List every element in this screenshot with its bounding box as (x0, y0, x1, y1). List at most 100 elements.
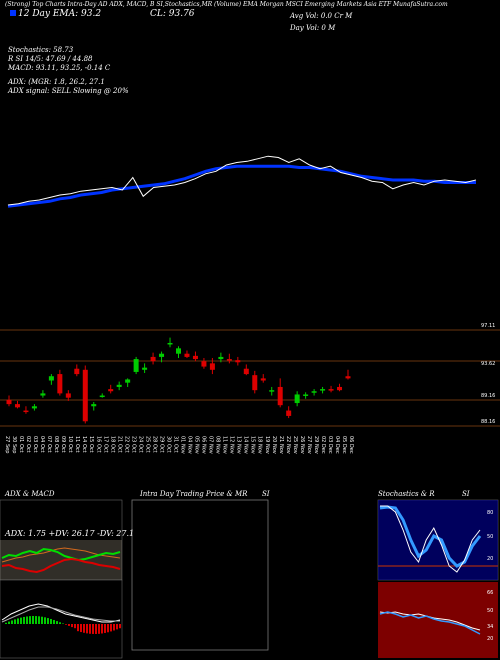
stoch-panel-title: Stochastics & R (378, 490, 435, 498)
candle-body (252, 375, 258, 391)
candle-body (40, 393, 46, 396)
candle-body (6, 399, 12, 405)
date-label: 27 Sep (4, 436, 10, 453)
macd-histogram-bar (68, 624, 70, 626)
date-label: 15 Oct (88, 436, 94, 453)
stoch-level-label: 80 (487, 510, 493, 516)
adx-panel-band (0, 540, 122, 580)
macd-histogram-bar (26, 616, 28, 624)
date-label: 13 Nov (236, 436, 242, 454)
date-label: 04 Oct (39, 436, 45, 453)
price-line (7, 155, 477, 206)
intraday-panel-title: Intra Day Trading Price & MR (140, 490, 248, 498)
macd-histogram-bar (5, 622, 7, 624)
date-label: 14 Nov (243, 436, 249, 454)
adx-panel-values: ADX: 1.75 +DV: 26.17 -DV: 27.1 (5, 529, 135, 538)
date-label: 11 Oct (74, 436, 80, 453)
rsi-level-label: 66 (487, 590, 493, 596)
candle-body (320, 389, 326, 391)
macd-histogram-bar (44, 617, 46, 624)
price-levels: 97.11 93.62 89.16 88.16 (0, 323, 500, 427)
date-label: 28 Oct (151, 436, 157, 453)
macd-histogram-bar (71, 624, 73, 628)
date-label: 21 Nov (278, 436, 284, 454)
macd-histogram-bar (110, 624, 112, 632)
candle-body (209, 363, 215, 370)
date-label: 20 Nov (271, 436, 277, 454)
candle-body (337, 386, 343, 391)
date-label: 16 Oct (95, 436, 101, 453)
candle-body (328, 389, 334, 391)
macd-histogram-bar (113, 624, 115, 631)
candle-body (23, 410, 29, 413)
ema-legend-swatch (10, 10, 16, 16)
candle-body (167, 342, 173, 345)
candle-body (150, 356, 156, 362)
intraday-panel (131, 499, 269, 651)
date-label: 05 Dec (341, 436, 347, 454)
candle-body (345, 376, 351, 379)
macd-histogram-bar (11, 620, 13, 624)
price-level-label: 88.16 (481, 419, 495, 425)
avg-vol: Avg Vol: 0.0 Cr M (290, 12, 353, 20)
date-label: 11 Nov (222, 436, 228, 454)
candle-body (82, 369, 88, 422)
stoch-k-line (380, 505, 481, 573)
date-label: 09 Oct (60, 436, 66, 453)
macd-histogram-bar (89, 624, 91, 634)
date-label: 08 Nov (215, 436, 221, 454)
date-label: 29 Nov (313, 436, 319, 454)
date-label: 27 Nov (306, 436, 312, 454)
intraday-panel-si: SI (262, 490, 270, 498)
date-label: 07 Oct (46, 436, 52, 453)
macd-histogram-bar (86, 624, 88, 634)
macd-histogram-bar (101, 624, 103, 634)
date-label: 24 Oct (137, 436, 143, 453)
macd-histogram-bar (20, 617, 22, 624)
adx-panel (0, 499, 123, 581)
date-label: 31 Oct (173, 436, 179, 453)
date-label: 29 Oct (158, 436, 164, 453)
date-label: 02 Dec (320, 436, 326, 454)
ema-value: 93.2 (81, 9, 102, 19)
date-label: 02 Oct (25, 436, 31, 453)
macd-histogram-bar (92, 624, 94, 634)
candle-body (116, 384, 122, 387)
date-label: 07 Nov (208, 436, 214, 454)
date-label: 21 Oct (116, 436, 122, 453)
date-label: 03 Dec (327, 436, 333, 454)
macd-histogram-bar (17, 618, 19, 624)
macd-histogram-bar (35, 616, 37, 624)
date-label: 30 Sep (11, 436, 17, 453)
price-level-label: 89.16 (481, 393, 495, 399)
date-label: 01 Oct (18, 436, 24, 453)
macd-histogram-bar (119, 624, 121, 629)
macd-histogram-bar (116, 624, 118, 630)
macd-line (1, 603, 121, 623)
candle-body (176, 348, 181, 354)
sub-panels: 80 50 20 66 50 34 20 (0, 499, 499, 659)
price-lines (7, 155, 477, 208)
date-label: 04 Dec (334, 436, 340, 454)
macd-histogram-bar (95, 624, 97, 634)
rsi-level-label: 34 (487, 624, 493, 630)
stochastics-readout: Stochastics: 58.73 (8, 46, 74, 54)
date-label: 25 Nov (292, 436, 298, 454)
date-label: 10 Oct (67, 436, 73, 453)
macd-histogram-bar (104, 624, 106, 633)
candle-body (243, 368, 249, 375)
price-level-label: 93.62 (481, 361, 495, 367)
candle-body (48, 376, 54, 381)
macd-histogram-bar (38, 616, 40, 624)
date-label: 03 Oct (32, 436, 38, 453)
candle-body (303, 394, 309, 396)
rsi-level-label: 50 (487, 608, 493, 614)
plus-di-line (1, 547, 121, 562)
candle-body (91, 404, 97, 407)
candle-body (74, 368, 80, 375)
macd-histogram-bar (41, 616, 43, 624)
macd-histogram-bar (107, 624, 109, 633)
candle-body (159, 353, 165, 357)
candle-body (260, 378, 266, 381)
